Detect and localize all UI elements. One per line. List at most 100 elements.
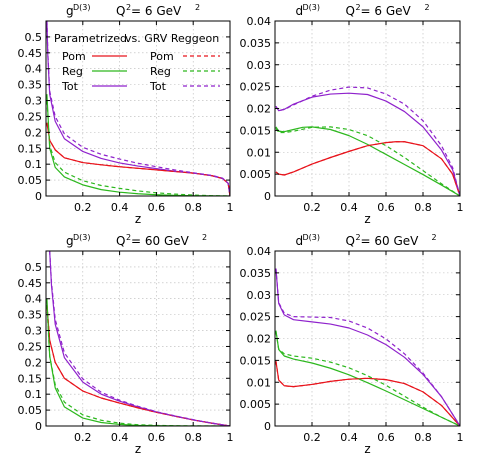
series-pom-param-line (275, 141, 460, 196)
x-tick-label: 0.4 (111, 201, 129, 214)
y-tick-label: 0.03 (247, 289, 272, 302)
x-axis-label: z (364, 442, 370, 456)
title-unit-superscript: 2 (195, 3, 200, 12)
title-function: d (296, 234, 304, 248)
plot-frame (45, 20, 231, 197)
series-group (46, 251, 230, 426)
series-pom-param-line (275, 361, 460, 426)
series-pom-param-line (46, 122, 230, 196)
x-tick-label: 0.8 (414, 201, 432, 214)
title-q2-value: = 60 GeV (361, 234, 420, 248)
series-reg-grv-line (275, 126, 460, 196)
y-tick-label: 0.25 (18, 110, 43, 123)
y-tick-label: 0.1 (25, 388, 43, 401)
series-group (46, 21, 230, 196)
title-function: g (66, 4, 74, 18)
title-q2-value: = 6 GeV (361, 4, 412, 18)
title-q2-superscript: 2 (356, 3, 361, 12)
title-q2-superscript: 2 (356, 233, 361, 242)
y-tick-label: 0.35 (18, 309, 43, 322)
title-q2-symbol: Q (116, 4, 125, 18)
legend-label-pom: Pom (62, 50, 86, 63)
panel-3: 0 0.05 0.1 0.15 0.2 0.25 0.3 0.35 0.4 0.45 0.5 0.2 0… (18, 233, 234, 456)
series-reg-grv-line (275, 331, 460, 426)
x-axis-label: z (135, 212, 141, 226)
legend-label-reg-grv: Reg (150, 65, 171, 78)
y-tick-label: 0.05 (18, 174, 43, 187)
title-q2-symbol: Q (346, 4, 355, 18)
plot-frame (45, 250, 231, 427)
x-tick-label: 0.8 (184, 201, 202, 214)
x-tick-label: 0.8 (184, 431, 202, 444)
y-tick-label: 0 (35, 420, 42, 433)
series-tot-grv-line (275, 268, 460, 426)
series-tot-grv-line (46, 21, 230, 196)
x-tick-label: 0.4 (111, 431, 129, 444)
series-tot-param-line (49, 251, 230, 426)
legend-label-pom-grv: Pom (150, 50, 174, 63)
y-tick-label: 0.025 (240, 311, 272, 324)
y-tick-label: 0.035 (240, 37, 272, 50)
series-tot-param-line (46, 21, 230, 196)
title-function-superscript: D(3) (303, 3, 321, 12)
y-tick-label: 0.03 (247, 59, 272, 72)
x-tick-label: 0.4 (340, 201, 358, 214)
series-group (275, 268, 460, 426)
y-tick-label: 0.01 (247, 376, 272, 389)
y-tick-label: 0.04 (247, 15, 272, 28)
x-tick-label: 0.8 (414, 431, 432, 444)
y-tick-label: 0.2 (25, 126, 43, 139)
y-tick-label: 0.4 (25, 293, 43, 306)
title-q2-symbol: Q (346, 234, 355, 248)
x-tick-label: 0.2 (74, 201, 92, 214)
y-tick-label: 0.005 (240, 398, 272, 411)
panel-1: 0 0.05 0.1 0.15 0.2 0.25 0.3 0.35 0.4 0.45 0.5 0.2 0… (18, 3, 234, 226)
y-tick-label: 0.005 (240, 168, 272, 181)
title-function-superscript: D(3) (73, 233, 91, 242)
series-tot-grv-line (275, 86, 460, 196)
y-tick-label: 0.4 (25, 63, 43, 76)
y-tick-label: 0.5 (25, 261, 43, 274)
series-pom-grv-line (46, 305, 230, 426)
legend-header-parametrized: Parametrized (54, 32, 127, 45)
legend-label-reg: Reg (62, 65, 83, 78)
series-tot-param-line (275, 92, 460, 196)
panel-4: 0 0.005 0.01 0.015 0.02 0.025 0.03 0.035 0.04 0.2… (240, 233, 464, 456)
y-tick-label: 0.3 (25, 325, 43, 338)
x-tick-label: 0.2 (303, 201, 321, 214)
title-q2-symbol: Q (116, 234, 125, 248)
y-tick-label: 0.35 (18, 79, 43, 92)
y-tick-label: 0.5 (25, 31, 43, 44)
title-function: d (296, 4, 304, 18)
y-tick-label: 0 (264, 420, 271, 433)
title-q2-superscript: 2 (126, 233, 131, 242)
y-tick-label: 0.45 (18, 277, 43, 290)
x-tick-label: 0.2 (74, 431, 92, 444)
y-tick-label: 0.3 (25, 95, 43, 108)
x-tick-label: 1 (457, 431, 464, 444)
title-function-superscript: D(3) (73, 3, 91, 12)
title-q2-superscript: 2 (126, 3, 131, 12)
y-tick-label: 0.25 (18, 340, 43, 353)
x-tick-label: 0.6 (148, 201, 166, 214)
series-pom-grv-line (275, 361, 460, 426)
x-axis-label: z (364, 212, 370, 226)
y-tick-label: 0.04 (247, 245, 272, 258)
y-tick-label: 0.2 (25, 356, 43, 369)
y-tick-label: 0.015 (240, 354, 272, 367)
y-tick-label: 0.015 (240, 124, 272, 137)
series-reg-param-line (275, 126, 460, 196)
panel-2: 0 0.005 0.01 0.015 0.02 0.025 0.03 0.035 0.04 0.2… (240, 3, 464, 226)
title-unit-superscript: 2 (202, 233, 207, 242)
x-tick-label: 1 (457, 201, 464, 214)
y-tick-label: 0.1 (25, 158, 43, 171)
series-reg-param-line (275, 330, 460, 426)
y-tick-label: 0.035 (240, 267, 272, 280)
series-pom-grv-line (275, 141, 460, 196)
series-pom-grv-line (46, 122, 230, 196)
title-unit-superscript: 2 (425, 3, 430, 12)
title-unit-superscript: 2 (432, 233, 437, 242)
y-tick-label: 0.05 (18, 404, 43, 417)
